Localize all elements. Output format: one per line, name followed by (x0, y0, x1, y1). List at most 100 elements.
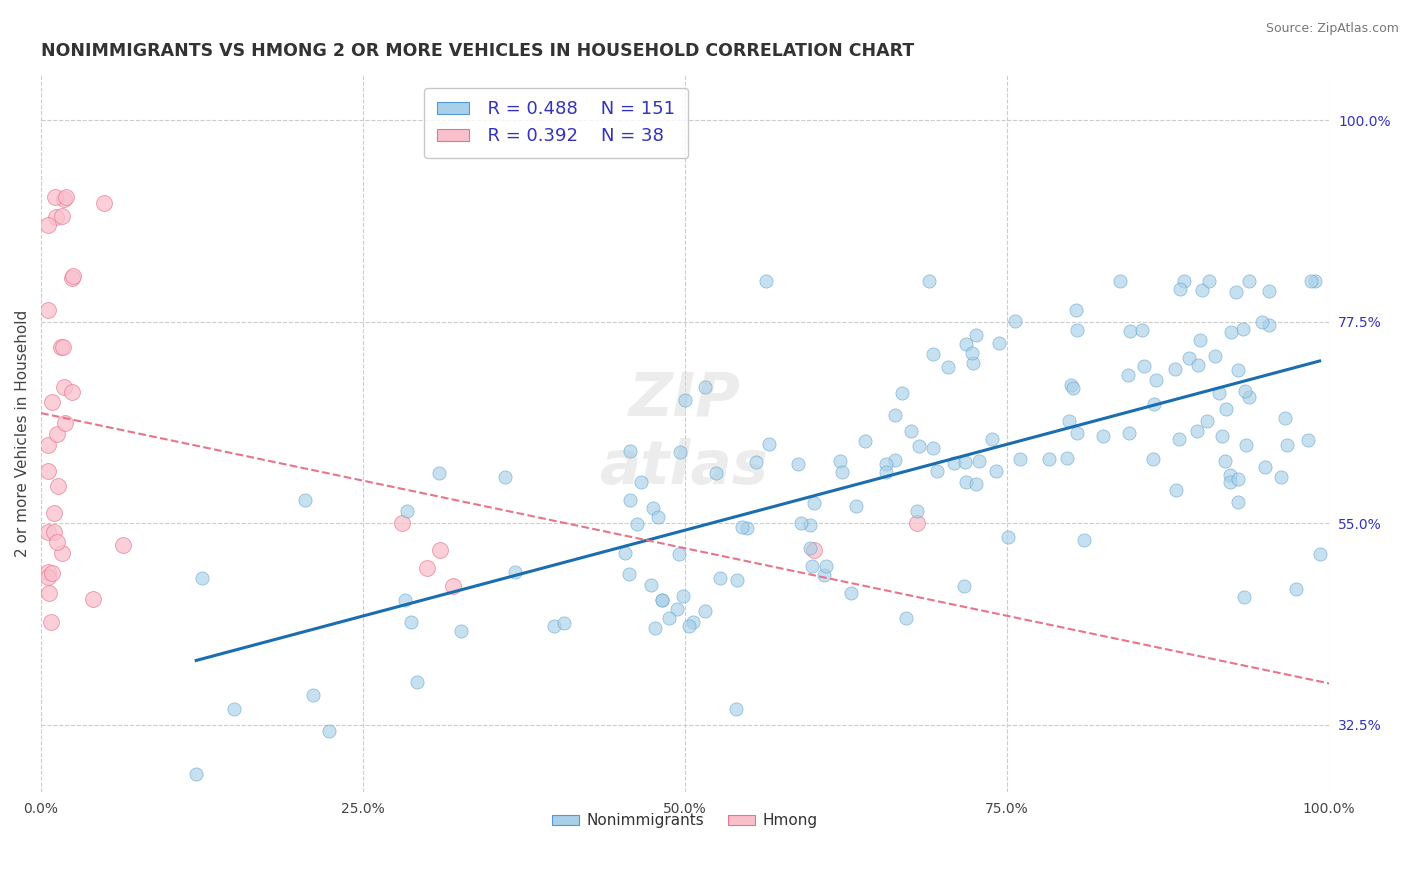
Point (619, 493, 641, 508)
Point (922, 442, 945, 456)
Point (1204, 349, 1226, 363)
Text: NONIMMIGRANTS VS HMONG 2 OR MORE VEHICLES IN HOUSEHOLD CORRELATION CHART: NONIMMIGRANTS VS HMONG 2 OR MORE VEHICLE… (41, 42, 914, 60)
Point (55, 190, 77, 204)
Point (294, 493, 316, 508)
Point (38, 586, 60, 600)
Point (1233, 590, 1256, 604)
Point (965, 477, 987, 491)
Point (46, 426, 69, 441)
Text: ZIP
atlas: ZIP atlas (600, 370, 769, 497)
Point (1142, 451, 1164, 466)
Point (1173, 274, 1195, 288)
Point (799, 518, 821, 533)
Point (1116, 368, 1139, 383)
Point (803, 543, 825, 558)
Point (955, 337, 977, 351)
Point (399, 615, 422, 629)
Point (1213, 454, 1236, 468)
Point (49, 341, 72, 355)
Point (1253, 460, 1275, 475)
Point (1059, 378, 1081, 392)
Point (1062, 381, 1084, 395)
Point (1275, 438, 1298, 452)
Point (644, 621, 666, 635)
Point (1303, 274, 1326, 288)
Legend: Nonimmigrants, Hmong: Nonimmigrants, Hmong (546, 807, 824, 835)
Point (967, 454, 990, 468)
Point (1220, 326, 1243, 340)
Point (731, 520, 754, 534)
Point (1004, 314, 1026, 328)
Point (724, 702, 747, 716)
Point (37, 438, 59, 452)
Point (814, 559, 837, 574)
Point (962, 346, 984, 360)
Point (997, 530, 1019, 544)
Point (925, 464, 948, 478)
Point (51, 340, 73, 354)
Point (875, 457, 897, 471)
Point (1038, 452, 1060, 467)
Point (53, 416, 76, 430)
Point (883, 453, 905, 467)
Point (406, 675, 429, 690)
Point (1215, 401, 1237, 416)
Point (855, 434, 877, 449)
Point (60, 384, 83, 399)
Point (1064, 303, 1087, 318)
Point (39, 615, 62, 630)
Point (503, 565, 526, 579)
Point (1164, 362, 1187, 376)
Point (1066, 425, 1088, 440)
Point (905, 516, 928, 531)
Point (651, 593, 673, 607)
Point (922, 347, 945, 361)
Point (1299, 274, 1322, 288)
Point (682, 615, 704, 630)
Point (93, 196, 115, 211)
Text: Source: ZipAtlas.com: Source: ZipAtlas.com (1265, 22, 1399, 36)
Point (37, 464, 59, 478)
Point (1270, 469, 1292, 483)
Point (52, 193, 75, 207)
Point (1167, 432, 1189, 446)
Point (678, 619, 700, 633)
Point (787, 457, 810, 471)
Point (839, 586, 862, 600)
Y-axis label: 2 or more Vehicles in Household: 2 or more Vehicles in Household (15, 310, 30, 558)
Point (553, 615, 575, 630)
Point (37, 565, 59, 579)
Point (1226, 495, 1249, 509)
Point (52, 380, 75, 394)
Point (617, 566, 640, 581)
Point (441, 579, 464, 593)
Point (755, 274, 778, 288)
Point (186, 767, 208, 781)
Point (1219, 468, 1241, 483)
Point (952, 579, 974, 593)
Point (1191, 283, 1213, 297)
Point (1118, 425, 1140, 440)
Point (1257, 285, 1279, 299)
Point (918, 274, 941, 288)
Point (936, 360, 959, 375)
Point (813, 568, 835, 582)
Point (1296, 433, 1319, 447)
Point (416, 561, 439, 575)
Point (640, 578, 662, 592)
Point (37, 524, 59, 539)
Point (37, 218, 59, 232)
Point (1258, 318, 1281, 332)
Point (1225, 285, 1247, 299)
Point (396, 504, 419, 518)
Point (1187, 425, 1209, 439)
Point (651, 592, 673, 607)
Point (630, 475, 652, 489)
Point (1130, 323, 1153, 337)
Point (41, 395, 63, 409)
Point (1227, 472, 1250, 486)
Point (318, 723, 340, 738)
Point (45, 211, 67, 225)
Point (1066, 323, 1088, 337)
Point (37, 303, 59, 318)
